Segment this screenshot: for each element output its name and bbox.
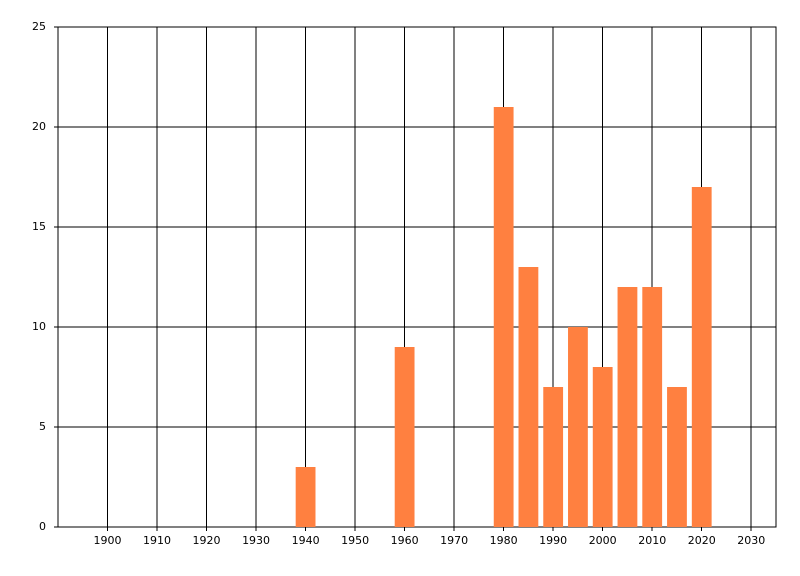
x-tick-label: 1960: [391, 534, 419, 547]
x-tick-label: 1950: [341, 534, 369, 547]
x-tick-label: 2020: [688, 534, 716, 547]
y-tick-label: 15: [32, 220, 46, 233]
y-tick-label: 0: [39, 520, 46, 533]
x-tick-label: 2000: [589, 534, 617, 547]
x-tick-label: 1940: [292, 534, 320, 547]
x-tick-label: 2030: [737, 534, 765, 547]
x-tick-label: 1990: [539, 534, 567, 547]
x-tick-label: 2010: [638, 534, 666, 547]
bar: [691, 187, 712, 527]
bar: [493, 107, 514, 527]
bar: [518, 267, 539, 527]
bar: [568, 327, 588, 527]
bar: [642, 287, 663, 527]
y-tick-label: 5: [39, 420, 46, 433]
x-tick-label: 1980: [490, 534, 518, 547]
bar: [617, 287, 638, 527]
bar: [667, 387, 687, 527]
x-tick-label: 1900: [94, 534, 122, 547]
x-tick-label: 1970: [440, 534, 468, 547]
x-tick-label: 1920: [193, 534, 221, 547]
y-tick-label: 20: [32, 120, 46, 133]
bar: [295, 467, 316, 527]
bar: [543, 387, 564, 527]
bar: [592, 367, 613, 527]
x-tick-label: 1910: [143, 534, 171, 547]
x-tick-label: 1930: [242, 534, 270, 547]
y-tick-label: 10: [32, 320, 46, 333]
y-tick-label: 25: [32, 20, 46, 33]
bar: [394, 347, 415, 527]
